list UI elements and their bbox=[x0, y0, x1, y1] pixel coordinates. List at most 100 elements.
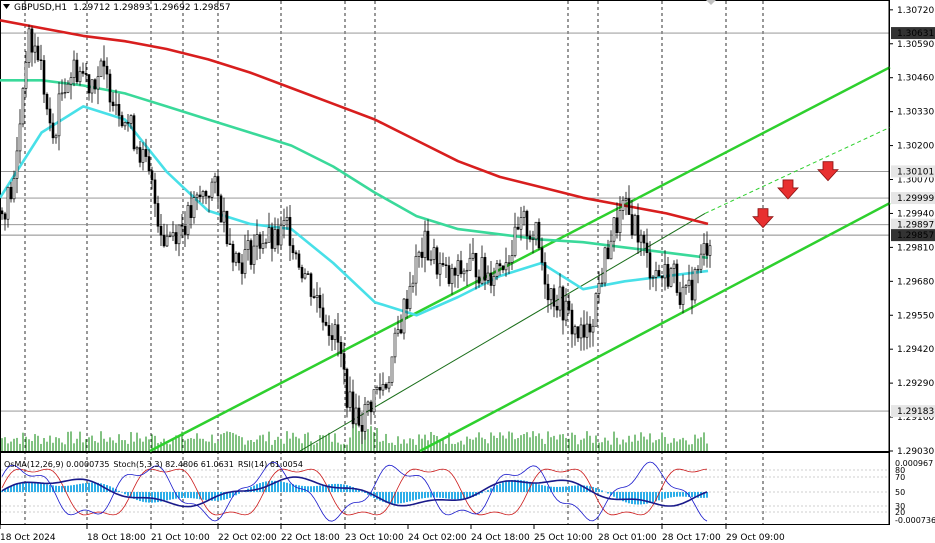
candle-body bbox=[18, 123, 22, 152]
candle-body bbox=[114, 104, 118, 107]
price-tick-label: 1.29550 bbox=[897, 311, 934, 321]
sell-arrow-shape bbox=[817, 161, 839, 182]
candle-body bbox=[543, 262, 547, 285]
candle-body bbox=[36, 45, 40, 61]
candle-body bbox=[684, 285, 688, 288]
candle-body bbox=[573, 326, 577, 335]
candle-body bbox=[480, 257, 484, 284]
candle-body bbox=[549, 288, 553, 301]
candle-body bbox=[702, 243, 706, 255]
candle-body bbox=[81, 71, 85, 74]
candle-body bbox=[483, 257, 487, 281]
candle-body bbox=[363, 404, 367, 432]
candle-body bbox=[144, 149, 148, 157]
candle-body bbox=[48, 108, 52, 124]
candle-body bbox=[630, 214, 634, 236]
time-label: 24 Oct 18:00 bbox=[471, 533, 530, 543]
candle-body bbox=[30, 28, 34, 53]
candle-body bbox=[384, 383, 388, 389]
candle-body bbox=[648, 252, 652, 279]
candle-body bbox=[528, 235, 532, 240]
candle-body bbox=[582, 324, 586, 338]
candle-body bbox=[174, 232, 178, 245]
time-label: 23 Oct 10:00 bbox=[345, 533, 404, 543]
candle-body bbox=[639, 234, 643, 243]
candle-body bbox=[9, 186, 13, 200]
price-level-tag bbox=[891, 218, 935, 231]
candle-body bbox=[360, 425, 364, 432]
candle-body bbox=[657, 270, 661, 277]
candle-body bbox=[345, 368, 349, 408]
candle-body bbox=[231, 243, 235, 263]
candle-body bbox=[348, 391, 352, 408]
time-label: 25 Oct 10:00 bbox=[534, 533, 593, 543]
candle-body bbox=[333, 324, 337, 340]
candle-body bbox=[270, 227, 274, 249]
candle-body bbox=[588, 323, 592, 333]
price-level-tag bbox=[891, 192, 935, 205]
candle-body bbox=[246, 240, 250, 250]
candle-body bbox=[432, 247, 436, 260]
candle-body bbox=[468, 257, 472, 271]
candle-body bbox=[513, 226, 517, 256]
indicator-lines bbox=[1, 461, 889, 522]
candle-body bbox=[537, 221, 541, 249]
candle-body bbox=[123, 122, 127, 127]
rsi-line bbox=[1, 476, 708, 508]
candle-body bbox=[96, 76, 100, 90]
candle-body bbox=[321, 307, 325, 323]
candle-body bbox=[627, 198, 631, 215]
candle-body bbox=[42, 60, 46, 95]
candle-body bbox=[180, 224, 184, 227]
price-tick-label: 1.30200 bbox=[897, 142, 934, 152]
sell-arrow-shape bbox=[777, 179, 799, 200]
price-tick-label: 1.30460 bbox=[897, 74, 934, 84]
candle-body bbox=[219, 195, 223, 223]
candle-body bbox=[390, 356, 394, 383]
candle-body bbox=[366, 401, 370, 405]
candle-body bbox=[417, 251, 421, 257]
candle-body bbox=[534, 221, 538, 240]
candle-body bbox=[192, 197, 196, 219]
sell-arrow-icon bbox=[817, 161, 839, 182]
candle-body bbox=[576, 326, 580, 339]
price-level-label: 1.29857 bbox=[897, 231, 934, 241]
candle-body bbox=[255, 234, 259, 247]
price-tick-label: 1.29160 bbox=[897, 413, 934, 423]
channel-lower-line bbox=[419, 201, 891, 453]
time-label: 18 Oct 2024 bbox=[0, 533, 56, 543]
shift-marker-icon[interactable] bbox=[706, 0, 716, 5]
candle-body bbox=[237, 252, 241, 264]
candle-body bbox=[90, 79, 94, 94]
candle-body bbox=[300, 267, 304, 279]
stoch-main-line bbox=[1, 461, 708, 522]
price-level-tag bbox=[891, 27, 935, 40]
candle-body bbox=[642, 234, 646, 244]
candle-body bbox=[66, 83, 70, 93]
candle-body bbox=[693, 269, 697, 301]
candle-body bbox=[21, 88, 25, 125]
candle-body bbox=[249, 240, 253, 265]
candle-body bbox=[15, 150, 19, 179]
candle-body bbox=[663, 263, 667, 279]
candle-body bbox=[438, 263, 442, 275]
symbol-dropdown-icon[interactable] bbox=[3, 4, 10, 9]
candle-body bbox=[282, 220, 286, 226]
candle-body bbox=[375, 387, 379, 390]
candle-body bbox=[111, 101, 115, 107]
candle-body bbox=[489, 272, 493, 286]
price-axis: 1.30720 1.30590 1.30460 1.30330 1.30200 1.300… bbox=[888, 0, 935, 525]
candle-body bbox=[171, 232, 175, 237]
candle-body bbox=[660, 275, 664, 279]
candle-body bbox=[0, 210, 4, 215]
candle-body bbox=[681, 286, 685, 305]
candle-body bbox=[108, 73, 112, 103]
candle-body bbox=[213, 176, 217, 183]
sell-arrow-icon bbox=[752, 208, 774, 229]
candle-body bbox=[441, 263, 445, 266]
candle-body bbox=[552, 288, 556, 307]
candle-body bbox=[156, 203, 160, 227]
candle-body bbox=[378, 387, 382, 391]
candle-body bbox=[276, 229, 280, 246]
